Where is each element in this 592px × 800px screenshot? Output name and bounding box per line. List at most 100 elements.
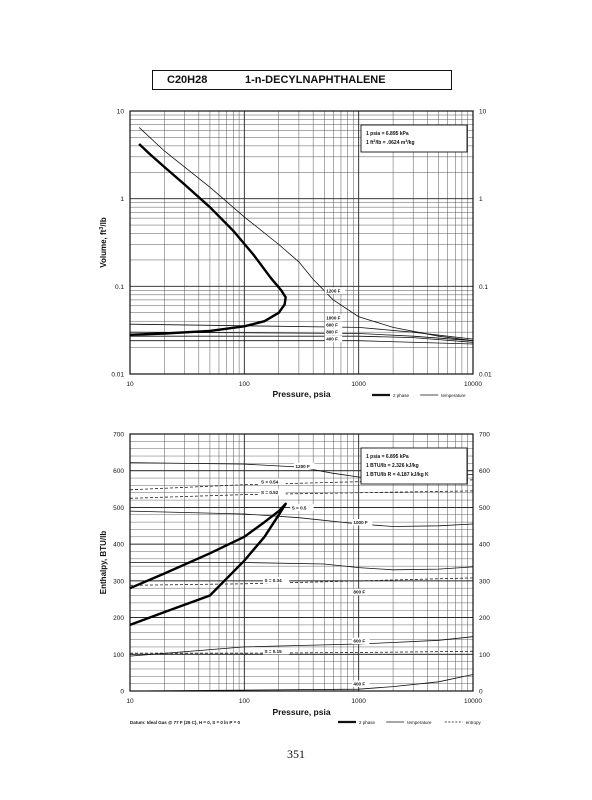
entropy-line: [129, 577, 474, 586]
y-axis-label: Enthalpy, BTU/lb: [99, 531, 108, 595]
curve-label: 400 F: [326, 337, 338, 342]
legend-label: 2 phase: [359, 720, 376, 725]
legend-label: 2 phase: [393, 393, 410, 398]
curve-label: S = 0.52: [261, 490, 279, 495]
y-tick-label-right: 600: [479, 468, 490, 475]
y-tick-label-right: 0: [479, 689, 483, 696]
x-tick-label: 1000: [351, 381, 366, 388]
x-axis-label: Pressure, psia: [272, 707, 330, 717]
temperature-line: [129, 636, 474, 657]
y-tick-label-right: 100: [479, 652, 490, 659]
curve-label: 800 F: [353, 590, 365, 595]
y-tick-label-left: 400: [113, 542, 124, 549]
temperature-line: [129, 674, 474, 692]
curve-label: S = 0.34: [264, 578, 282, 583]
plot-frame: [129, 110, 474, 375]
curve-label-bg: [324, 287, 346, 295]
curve-label-bg: [324, 321, 343, 328]
two-phase-curve: [129, 143, 287, 336]
curve-label-bg: [259, 488, 286, 496]
temperature-line: [138, 127, 474, 342]
y-tick-label-left: 0: [120, 689, 124, 696]
curve-label: 800 F: [326, 329, 338, 334]
curve-label-bg: [324, 328, 343, 335]
legend-label: temperature: [407, 720, 432, 725]
volume-chart: 10 100 1000 10000 0.01 0.01 0.1 0.1 1 1 10 10 1200 F…: [99, 109, 492, 400]
temperature-line: [130, 340, 474, 345]
curve-label: 1000 F: [326, 315, 340, 320]
x-tick-label: 10000: [464, 381, 482, 388]
page-number: 351: [287, 747, 305, 761]
y-tick-label-left: 10: [117, 109, 125, 116]
curve-label-bg: [351, 637, 370, 645]
curve-label-bg: [351, 588, 370, 596]
temperature-line: [129, 331, 474, 342]
y-tick-label-left: 600: [113, 468, 124, 475]
x-tick-label: 10: [126, 698, 134, 705]
entropy-line: [130, 650, 474, 654]
y-tick-label-right: 0.1: [479, 284, 488, 291]
conversion-text: 1 psia = 6.895 kPa: [366, 131, 409, 137]
conversion-text: 1 BTU/lb = 2.326 kJ/kg: [366, 463, 419, 469]
chemical-formula: C20H28: [167, 74, 208, 86]
x-axis-label: Pressure, psia: [272, 389, 330, 399]
y-tick-label-right: 1: [479, 196, 483, 203]
temperature-line: [130, 562, 474, 571]
curve-label: S = 0.15: [264, 649, 282, 654]
curve-label: S = 0.5: [292, 505, 307, 510]
y-tick-label-left: 700: [113, 432, 124, 439]
y-tick-label-left: 0.1: [115, 284, 124, 291]
y-tick-label-left: 500: [113, 505, 124, 512]
x-tick-label: 100: [239, 381, 250, 388]
curve-label-bg: [351, 518, 373, 526]
conversion-text: 1 ft3/lb = .0624 m3/kg: [366, 139, 415, 146]
curve-label: S = 0.54: [261, 480, 279, 485]
conversion-box: [360, 447, 468, 485]
conversion-text: 1 BTU/lb R = 4.187 kJ/kg K: [366, 472, 429, 478]
curve-label: 400 F: [353, 681, 365, 686]
temperature-line: [129, 510, 474, 527]
curve-label-bg: [351, 680, 370, 687]
curve-label-bg: [262, 647, 290, 655]
y-tick-label-left: 100: [113, 652, 124, 659]
curve-label-bg: [324, 314, 346, 321]
chart-title-box: C20H28 1-n-DECYLNAPHTHALENE: [152, 70, 452, 90]
y-tick-label-left: 200: [113, 615, 124, 622]
curve-label-bg: [259, 478, 286, 486]
y-tick-label-right: 500: [479, 505, 490, 512]
curve-label-bg: [324, 335, 343, 343]
y-tick-label-right: 400: [479, 542, 490, 549]
y-tick-label-right: 0.01: [479, 372, 492, 379]
curve-label: 1000 F: [353, 520, 367, 525]
conversion-text: 1 psia = 6.895 kPa: [366, 454, 409, 460]
curve-label: 1200 F: [326, 289, 340, 294]
two-phase-curve: [129, 502, 287, 627]
footnote: Datum: Ideal Gas @ 77 F (25 C), H = 0, S…: [130, 720, 240, 725]
temperature-line: [130, 335, 474, 343]
curve-label: 600 F: [326, 322, 338, 327]
conversion-box: [360, 124, 468, 153]
curve-label-bg: [293, 462, 315, 470]
entropy-line: [129, 490, 474, 499]
x-tick-label: 10000: [464, 698, 482, 705]
curve-label-bg: [290, 504, 314, 511]
x-tick-label: 1000: [351, 698, 366, 705]
y-tick-label-left: 0.01: [111, 372, 124, 379]
compound-name: 1-n-DECYLNAPHTHALENE: [245, 74, 386, 86]
curve-label: 600 F: [353, 639, 365, 644]
y-tick-label-right: 10: [479, 109, 487, 116]
x-tick-label: 10: [126, 381, 134, 388]
y-tick-label-right: 300: [479, 578, 490, 585]
curve-label: 1200 F: [295, 464, 309, 469]
x-tick-label: 100: [239, 698, 250, 705]
y-tick-label-left: 300: [113, 578, 124, 585]
legend-label: temperature: [441, 393, 466, 398]
enthalpy-chart: 10 100 1000 10000 0 0 100 100 200 200 300 300 400 400…: [99, 432, 490, 726]
curve-label-bg: [262, 576, 290, 584]
y-tick-label-left: 1: [120, 196, 124, 203]
y-tick-label-right: 700: [479, 432, 490, 439]
y-axis-label: Volume, ft3/lb: [99, 217, 108, 268]
y-tick-label-right: 200: [479, 615, 490, 622]
legend-label: entropy: [466, 720, 482, 725]
